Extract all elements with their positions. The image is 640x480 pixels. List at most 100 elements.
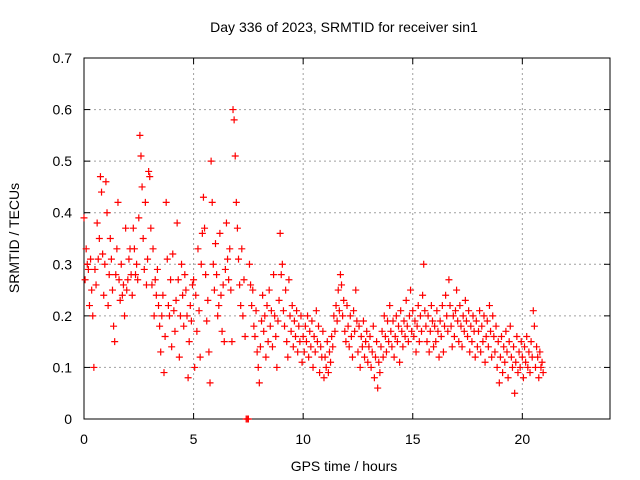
chart-title: Day 336 of 2023, SRMTID for receiver sin… <box>210 19 478 35</box>
data-point <box>454 317 462 325</box>
data-point <box>91 265 99 273</box>
data-point <box>428 317 436 325</box>
data-point <box>482 332 490 340</box>
data-point <box>296 338 304 346</box>
data-point <box>324 369 332 377</box>
data-point <box>165 312 173 320</box>
data-point <box>133 260 141 268</box>
data-point <box>424 312 432 320</box>
data-point <box>167 276 175 284</box>
data-point <box>348 353 356 361</box>
data-point <box>149 245 157 253</box>
data-point <box>530 322 538 330</box>
data-point <box>163 255 171 263</box>
data-point <box>117 260 125 268</box>
data-point <box>476 307 484 315</box>
data-point <box>400 317 408 325</box>
data-point <box>287 327 295 335</box>
data-point <box>183 312 191 320</box>
data-point <box>473 343 481 351</box>
data-point <box>218 327 226 335</box>
data-point <box>477 348 485 356</box>
data-point <box>466 348 474 356</box>
data-point <box>123 286 131 294</box>
data-point <box>136 131 144 139</box>
data-point <box>367 363 375 371</box>
data-point <box>378 327 386 335</box>
data-point <box>289 343 297 351</box>
data-point <box>369 322 377 330</box>
data-point <box>500 343 508 351</box>
data-point <box>158 312 166 320</box>
data-point <box>534 353 542 361</box>
data-point <box>221 265 229 273</box>
data-point <box>494 338 502 346</box>
data-point <box>315 322 323 330</box>
data-points <box>80 106 547 423</box>
data-point <box>265 286 273 294</box>
data-point <box>313 338 321 346</box>
data-point <box>346 312 354 320</box>
data-point <box>176 312 184 320</box>
data-point <box>88 286 96 294</box>
data-point <box>499 369 507 377</box>
data-point <box>249 286 257 294</box>
data-point <box>156 322 164 330</box>
data-point <box>146 173 154 181</box>
data-point <box>331 327 339 335</box>
data-point <box>455 338 463 346</box>
data-point <box>305 353 313 361</box>
data-point <box>220 338 228 346</box>
data-point <box>467 322 475 330</box>
data-point <box>365 343 373 351</box>
data-point <box>347 332 355 340</box>
data-point <box>236 281 244 289</box>
data-point <box>115 276 123 284</box>
data-point <box>437 332 445 340</box>
data-point <box>210 286 218 294</box>
data-point <box>244 415 252 423</box>
data-point <box>353 317 361 325</box>
data-point <box>186 302 194 310</box>
data-point <box>356 363 364 371</box>
data-point <box>328 332 336 340</box>
data-point <box>222 219 230 227</box>
data-point <box>281 322 289 330</box>
data-point <box>122 224 130 232</box>
data-point <box>190 276 198 284</box>
axis-ticks: 0 0.1 0.2 0.3 0.4 0.5 0.6 0.7 0 5 10 15 20 <box>53 50 610 447</box>
data-point <box>359 317 367 325</box>
data-point <box>139 235 147 242</box>
data-point <box>354 348 362 356</box>
data-point <box>128 291 136 299</box>
data-point <box>212 240 219 248</box>
data-point <box>397 307 405 315</box>
y-tick-label: 0.7 <box>53 50 73 66</box>
data-point <box>345 343 353 351</box>
data-point <box>380 312 388 320</box>
data-point <box>196 353 204 361</box>
data-point <box>403 322 411 330</box>
data-point <box>294 348 302 356</box>
data-point <box>501 358 509 366</box>
data-point <box>215 302 223 310</box>
data-point <box>389 317 397 325</box>
data-point <box>441 322 449 330</box>
data-point <box>276 229 284 237</box>
data-point <box>506 322 514 330</box>
data-point <box>418 327 426 335</box>
data-point <box>267 307 275 315</box>
data-point <box>308 317 316 325</box>
data-point <box>376 369 384 377</box>
data-point <box>104 302 112 310</box>
data-point <box>535 374 543 382</box>
data-point <box>464 332 472 340</box>
x-tick-label: 10 <box>295 431 311 447</box>
data-point <box>229 106 237 114</box>
data-point <box>251 332 259 340</box>
data-point <box>413 322 421 330</box>
data-point <box>447 322 455 330</box>
data-point <box>103 209 111 217</box>
data-point <box>161 332 169 340</box>
data-point <box>152 291 160 299</box>
